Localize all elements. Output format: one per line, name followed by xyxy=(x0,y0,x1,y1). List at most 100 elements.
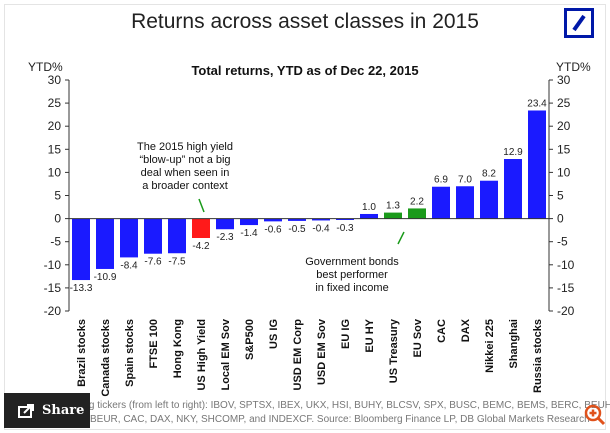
annotation-high-yield-line: deal when seen in xyxy=(141,167,230,179)
category-label-3: FTSE 100 xyxy=(148,319,160,369)
chart-title: Returns across asset classes in 2015 xyxy=(131,10,479,33)
y-tick-label-right: 0 xyxy=(557,212,564,226)
category-label-11: EU IG xyxy=(340,319,352,349)
bar-15 xyxy=(432,186,450,219)
y-tick-label-right: 10 xyxy=(557,165,571,179)
y-tick-label-left: 0 xyxy=(54,212,61,226)
y-tick-label-left: -10 xyxy=(44,258,62,272)
data-label-11: -0.3 xyxy=(336,223,354,234)
bar-11 xyxy=(336,218,354,220)
y-tick-label-right: -10 xyxy=(557,258,575,272)
category-label-19: Russia stocks xyxy=(532,319,544,393)
y-tick-label-right: -20 xyxy=(557,304,575,318)
category-label-13: US Treasury xyxy=(388,318,400,383)
data-label-3: -7.6 xyxy=(144,257,162,268)
y-tick-label-left: 20 xyxy=(48,119,62,133)
y-tick-label-left: 30 xyxy=(48,73,62,87)
y-tick-label-left: -5 xyxy=(50,235,61,249)
y-axis-label-left: YTD% xyxy=(28,60,63,74)
data-label-13: 1.3 xyxy=(386,201,400,212)
category-label-12: EU HY xyxy=(364,318,376,352)
data-label-6: -2.3 xyxy=(216,232,234,243)
data-label-10: -0.4 xyxy=(312,223,330,234)
category-label-0: Brazil stocks xyxy=(76,319,88,387)
data-label-14: 2.2 xyxy=(410,196,424,207)
share-label: Share xyxy=(42,403,85,418)
bar-10 xyxy=(312,218,330,221)
bar-3 xyxy=(144,218,162,254)
data-label-7: -1.4 xyxy=(240,228,258,239)
y-axis-label-right: YTD% xyxy=(556,60,591,74)
data-label-9: -0.5 xyxy=(288,224,306,235)
bar-12 xyxy=(360,213,378,219)
annotation-arrow-gov-bonds xyxy=(397,231,405,245)
data-label-16: 7.0 xyxy=(458,174,472,185)
bar-1 xyxy=(96,218,114,269)
y-tick-label-right: 5 xyxy=(557,189,564,203)
annotation-high-yield-line: a broader context xyxy=(142,180,228,192)
y-tick-label-left: -15 xyxy=(44,281,62,295)
bar-7 xyxy=(240,218,258,226)
y-tick-label-right: -5 xyxy=(557,235,568,249)
category-label-15: CAC xyxy=(436,319,448,343)
data-label-4: -7.5 xyxy=(168,256,186,267)
share-button[interactable]: Share xyxy=(4,393,90,428)
category-label-8: US IG xyxy=(268,319,280,349)
annotation-arrow-high-yield xyxy=(198,198,205,213)
footnote-line-2: BEUR, CAC, DAX, NKY, SHCOMP, and INDEXCF… xyxy=(90,414,590,425)
category-label-7: S&P500 xyxy=(244,319,256,360)
bar-17 xyxy=(480,180,498,219)
annotation-high-yield-line: The 2015 high yield xyxy=(137,141,233,153)
y-tick-label-left: 25 xyxy=(48,96,62,110)
bar-5 xyxy=(192,218,210,239)
data-label-8: -0.6 xyxy=(264,224,282,235)
category-label-2: Spain stocks xyxy=(124,319,136,387)
deutsche-bank-logo xyxy=(564,8,594,38)
annotation-gov-bonds-line: in fixed income xyxy=(315,282,388,294)
annotation-gov-bonds-line: best performer xyxy=(316,269,388,281)
category-label-5: US High Yield xyxy=(196,319,208,391)
bar-14 xyxy=(408,208,426,219)
category-label-10: USD EM Sov xyxy=(316,318,328,385)
y-tick-label-left: -20 xyxy=(44,304,62,318)
bar-9 xyxy=(288,218,306,221)
data-label-12: 1.0 xyxy=(362,202,376,213)
data-label-1: -10.9 xyxy=(94,272,117,283)
category-label-6: Local EM Sov xyxy=(220,318,232,390)
category-label-17: Nikkei 225 xyxy=(484,319,496,373)
bar-13 xyxy=(384,212,402,219)
y-tick-label-left: 10 xyxy=(48,165,62,179)
bar-16 xyxy=(456,186,474,219)
bar-2 xyxy=(120,218,138,258)
data-label-18: 12.9 xyxy=(503,147,523,158)
bar-8 xyxy=(264,218,282,222)
zoom-in-icon[interactable] xyxy=(584,404,606,426)
y-tick-label-right: 25 xyxy=(557,96,571,110)
data-label-19: 23.4 xyxy=(527,98,547,109)
data-label-17: 8.2 xyxy=(482,169,496,180)
category-label-4: Hong Kong xyxy=(172,319,184,378)
category-label-16: DAX xyxy=(460,318,472,342)
data-label-5: -4.2 xyxy=(192,241,210,252)
annotation-gov-bonds-line: Government bonds xyxy=(305,256,399,268)
bar-0 xyxy=(72,218,90,281)
category-label-9: USD EM Corp xyxy=(292,319,304,391)
y-tick-label-right: 15 xyxy=(557,142,571,156)
category-label-18: Shanghai xyxy=(508,319,520,369)
footnote-line-1: erg tickers (from left to right): IBOV, … xyxy=(80,400,610,411)
y-tick-label-right: 30 xyxy=(557,73,571,87)
data-label-2: -8.4 xyxy=(120,260,138,271)
bar-6 xyxy=(216,218,234,230)
category-label-14: EU Sov xyxy=(412,318,424,357)
bar-4 xyxy=(168,218,186,254)
data-label-15: 6.9 xyxy=(434,175,448,186)
y-tick-label-left: 15 xyxy=(48,142,62,156)
bar-18 xyxy=(504,159,522,219)
y-tick-label-right: -15 xyxy=(557,281,575,295)
chart-subtitle: Total returns, YTD as of Dec 22, 2015 xyxy=(191,63,419,78)
y-tick-label-right: 20 xyxy=(557,119,571,133)
share-icon xyxy=(18,403,34,418)
data-label-0: -13.3 xyxy=(70,283,93,294)
category-label-1: Canada stocks xyxy=(100,319,112,397)
